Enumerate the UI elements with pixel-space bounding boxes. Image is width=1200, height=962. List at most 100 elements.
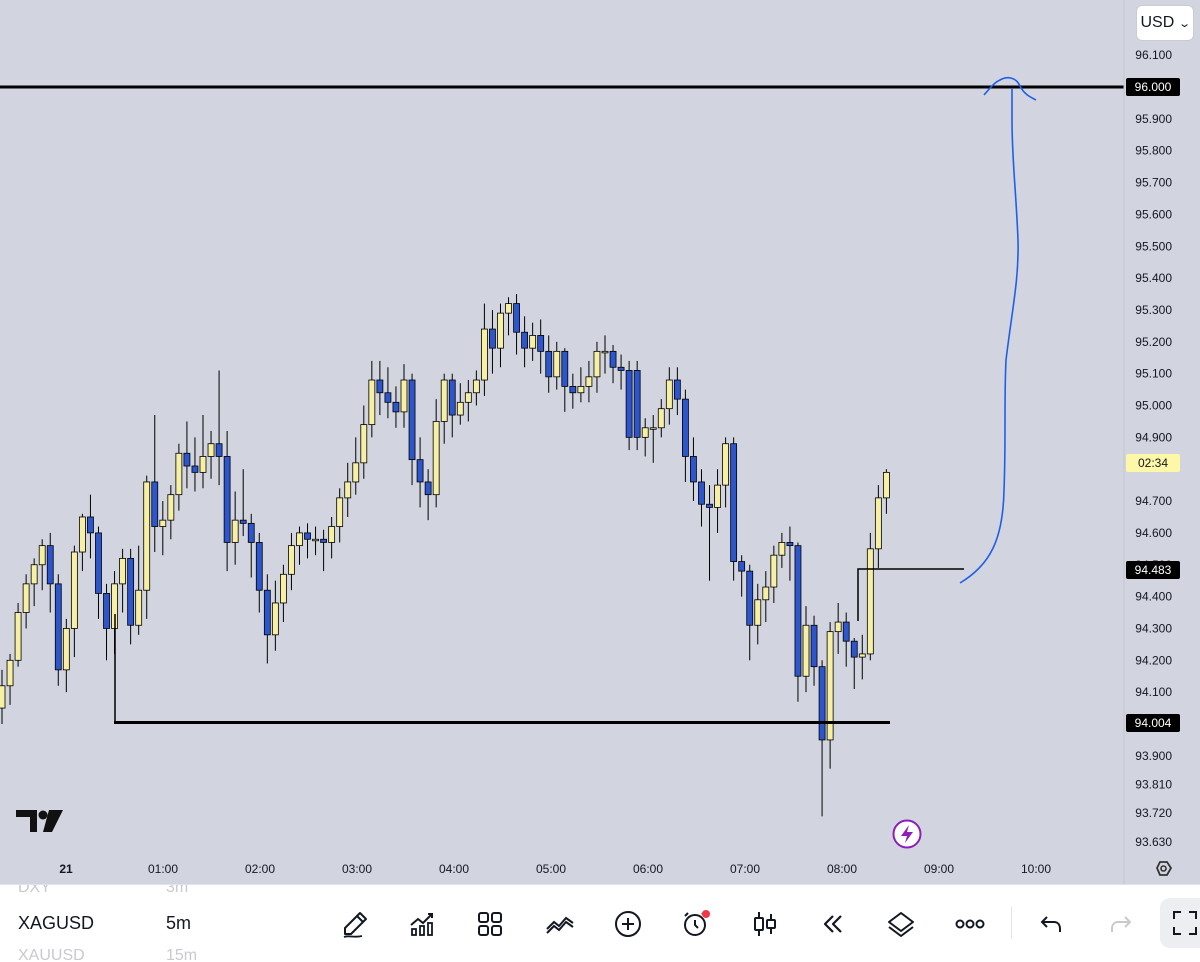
bear-candle-body xyxy=(489,328,496,349)
candle xyxy=(601,335,609,374)
candle xyxy=(569,373,577,409)
candle xyxy=(730,437,738,581)
redo-button[interactable] xyxy=(1101,904,1141,944)
price-axis-label: 93.720 xyxy=(1135,806,1172,820)
candle xyxy=(537,319,545,374)
settings-hex-icon[interactable] xyxy=(1156,861,1173,876)
candle xyxy=(143,475,151,619)
candle xyxy=(0,669,6,724)
candle xyxy=(810,615,818,686)
bear-candle-body xyxy=(223,456,231,543)
currency-select[interactable]: USD ⌄ xyxy=(1136,5,1194,41)
price-axis-label: 93.630 xyxy=(1135,835,1172,849)
candle xyxy=(472,370,480,406)
bottom-toolbar: DXY 3m XAGUSD 5m XAUUSD 15m xyxy=(0,884,1200,962)
hand-drawn-arrow[interactable] xyxy=(959,88,1019,584)
candle xyxy=(505,297,512,336)
price-axis-label: 93.810 xyxy=(1135,778,1172,792)
price-axis-label: 94.600 xyxy=(1135,526,1172,540)
price-axis-label: 95.900 xyxy=(1135,112,1172,126)
bull-candle-body xyxy=(505,303,512,314)
candle xyxy=(714,469,721,533)
object-tree-button[interactable] xyxy=(881,904,921,944)
candle xyxy=(416,437,424,508)
bull-candle-body xyxy=(175,452,183,496)
bull-candle-body xyxy=(231,519,239,543)
candle xyxy=(79,513,86,572)
bull-candle-body xyxy=(754,599,762,626)
add-button[interactable] xyxy=(608,904,648,944)
bear-candle-body xyxy=(416,459,424,483)
candle xyxy=(135,545,143,635)
indicators-button[interactable] xyxy=(402,904,442,944)
price-chart[interactable]: 96.100 95.900 95.800 95.700 95.600 95.500 95.4… xyxy=(0,0,1200,884)
alerts-button[interactable] xyxy=(675,904,715,944)
candle xyxy=(770,545,778,603)
candle xyxy=(513,294,520,355)
symbol-timeframe: 3m xyxy=(166,885,189,896)
candle xyxy=(722,437,729,508)
candle xyxy=(70,545,78,658)
tradingview-logo[interactable] xyxy=(16,810,63,832)
bull-candle-body xyxy=(883,471,890,499)
candle xyxy=(384,367,392,419)
candle xyxy=(874,485,882,568)
bear-candle-body xyxy=(537,335,545,352)
candle xyxy=(392,386,400,428)
bear-candle-body xyxy=(408,379,416,461)
candle xyxy=(866,532,874,661)
more-button[interactable] xyxy=(950,904,990,944)
bull-candle-body xyxy=(866,548,874,655)
candle xyxy=(95,526,102,619)
bull-candle-body xyxy=(0,685,6,709)
bull-candle-body xyxy=(312,538,319,542)
symbol-timeframe: 15m xyxy=(166,947,198,962)
bear-candle-body xyxy=(87,516,94,534)
candle xyxy=(127,548,135,645)
drawing-tools-button[interactable] xyxy=(335,904,375,944)
candle xyxy=(360,405,368,479)
candle xyxy=(698,469,705,527)
symbol-list[interactable]: DXY 3m XAGUSD 5m XAUUSD 15m xyxy=(18,885,218,962)
candle xyxy=(778,532,786,568)
candle xyxy=(376,360,384,416)
bear-candle-body xyxy=(682,398,689,457)
undo-button[interactable] xyxy=(1031,904,1071,944)
bear-candle-body xyxy=(746,570,754,626)
candle xyxy=(22,574,30,629)
price-axis-label: 95.800 xyxy=(1135,144,1172,158)
candle xyxy=(151,415,159,553)
undo-icon xyxy=(1040,916,1061,932)
bull-candle-body xyxy=(585,376,593,387)
plus-circle-icon xyxy=(615,911,641,937)
layers-icon xyxy=(888,912,914,937)
candle xyxy=(231,491,239,565)
rewind-icon xyxy=(823,915,842,933)
bull-candle-body xyxy=(714,484,721,508)
candle xyxy=(682,389,689,482)
bull-candle-body xyxy=(143,481,151,591)
price-axis-label: 95.300 xyxy=(1135,303,1172,317)
candle xyxy=(46,532,54,613)
chart-type-button[interactable] xyxy=(745,904,785,944)
time-axis-label: 05:00 xyxy=(536,862,566,876)
bear-candle-body xyxy=(448,379,456,416)
time-axis-label: 21 xyxy=(59,862,73,876)
compare-button[interactable] xyxy=(540,904,580,944)
replay-button[interactable] xyxy=(812,904,852,944)
bear-candle-body xyxy=(786,542,794,547)
candle xyxy=(826,622,834,769)
candle xyxy=(706,485,713,581)
time-axis-label: 06:00 xyxy=(633,862,663,876)
time-axis-label: 02:00 xyxy=(245,862,275,876)
candle xyxy=(344,462,352,517)
bull-candle-body xyxy=(456,401,464,416)
candle xyxy=(529,322,537,361)
bull-candle-body xyxy=(22,583,30,613)
range-box-lines[interactable] xyxy=(857,568,964,621)
lightning-icon[interactable] xyxy=(892,819,922,849)
fullscreen-button[interactable] xyxy=(1160,898,1200,948)
layouts-button[interactable] xyxy=(470,904,510,944)
bear-candle-body xyxy=(730,443,738,562)
time-axis-label: 07:00 xyxy=(730,862,760,876)
